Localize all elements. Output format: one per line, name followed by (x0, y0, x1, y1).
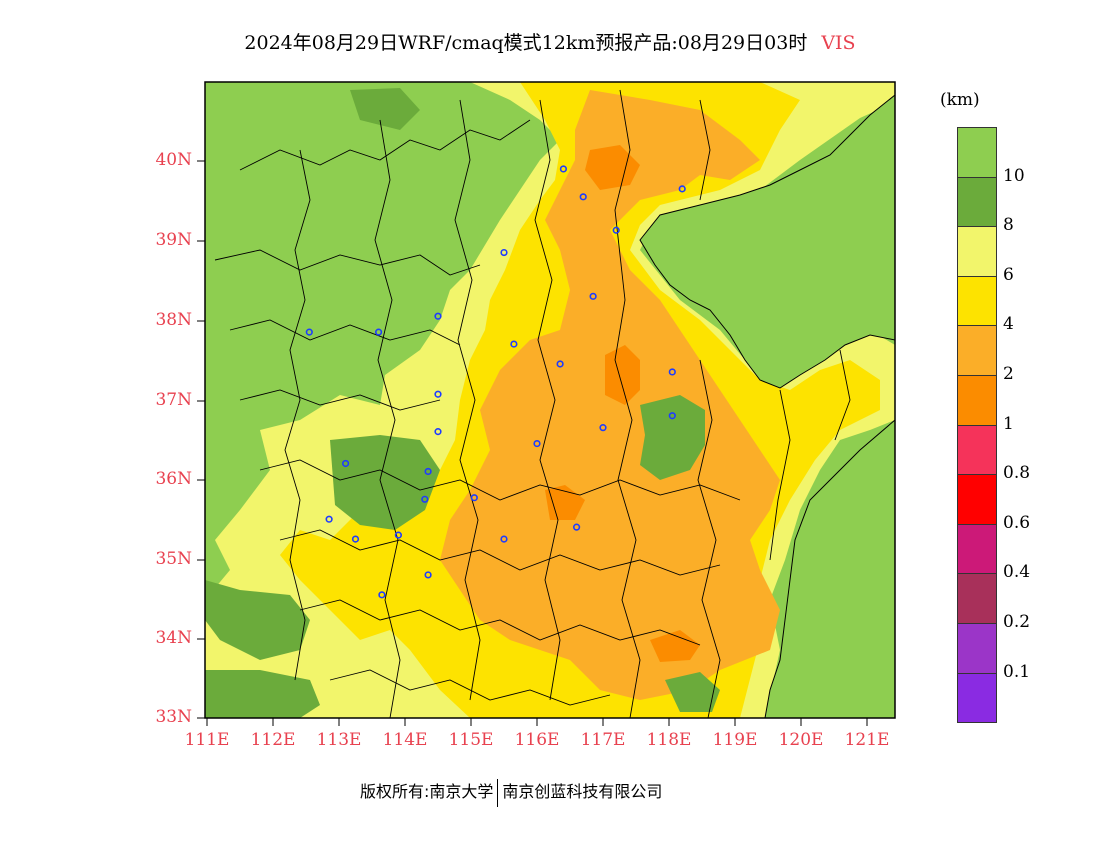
colorbar-swatch (957, 424, 997, 476)
colorbar-swatch (957, 275, 997, 327)
colorbar-swatch (957, 226, 997, 277)
station-marker (668, 412, 676, 420)
station-marker (500, 248, 508, 257)
title-variable: VIS (821, 32, 856, 54)
footer-divider (497, 778, 499, 807)
colorbar-label: 2 (1003, 364, 1014, 384)
colorbar-swatch (957, 127, 997, 178)
colorbar-label: 0.1 (1003, 661, 1031, 682)
station-marker (421, 495, 429, 503)
colorbar-label: 10 (1003, 165, 1025, 186)
title-text: 2024年08月29日WRF/cmaq模式12km预报产品:08月29日03时 (244, 32, 808, 54)
field-8-10-d (330, 435, 440, 530)
field-8-10-e (665, 672, 720, 712)
city-stations (305, 165, 686, 599)
station-marker (394, 531, 403, 539)
lon-label-119E: 119E (712, 730, 758, 750)
lat-label-38N: 38N (155, 310, 192, 330)
lon-label-114E: 114E (382, 730, 428, 750)
colorbar-label: 8 (1003, 215, 1014, 236)
colorbar-label: 1 (1003, 413, 1014, 434)
colorbar-label: 0.8 (1003, 463, 1031, 484)
colorbar-swatch (957, 325, 997, 376)
lat-label-40N: 40N (155, 150, 192, 170)
lat-label-39N: 39N (155, 230, 192, 250)
copyright-right: 南京创蓝科技有限公司 (502, 782, 663, 801)
lon-label-113E: 113E (316, 730, 362, 750)
field-1-2-d (585, 145, 640, 190)
colorbar-swatch (957, 623, 997, 674)
lat-label-36N: 36N (155, 469, 192, 489)
station-marker (351, 535, 360, 543)
colorbar-swatch (957, 176, 997, 228)
colorbar-label: 0.2 (1003, 612, 1031, 632)
station-marker (424, 571, 432, 579)
field-8-10-c (205, 670, 320, 718)
station-marker (378, 591, 386, 599)
station-marker (599, 424, 607, 432)
lon-label-118E: 118E (646, 730, 692, 750)
station-marker (612, 226, 620, 234)
lon-label-111E: 111E (184, 730, 230, 750)
station-marker (434, 390, 442, 398)
colorbar-swatch (957, 523, 997, 575)
station-marker (325, 515, 333, 523)
lat-label-35N: 35N (155, 549, 192, 569)
colorbar-label: 0.6 (1003, 512, 1031, 533)
colorbar-label: 0.4 (1003, 562, 1031, 583)
admin-boundaries (214, 89, 851, 718)
station-marker (500, 535, 508, 543)
station-marker (556, 360, 564, 368)
lat-label-37N: 37N (155, 390, 192, 410)
field-8-10-b (205, 580, 310, 660)
colorbar-swatch (957, 672, 997, 724)
station-marker (510, 340, 518, 348)
station-marker (342, 459, 350, 468)
lon-label-112E: 112E (250, 730, 296, 750)
station-marker (579, 193, 587, 201)
station-marker (470, 494, 478, 502)
sea-yellow (764, 419, 895, 718)
colorbar-swatch (957, 573, 997, 624)
colorbar-unit: (km) (940, 90, 980, 110)
chart-title: 2024年08月29日WRF/cmaq模式12km预报产品:08月29日03时 V… (0, 28, 1100, 55)
copyright-footer: 版权所有:南京大学 南京创蓝科技有限公司 (360, 778, 662, 807)
lon-label-116E: 116E (514, 730, 560, 750)
station-marker (305, 328, 313, 336)
field-1-2-a (605, 345, 640, 405)
map-field (205, 82, 895, 718)
lon-label-117E: 117E (580, 730, 626, 750)
station-marker (424, 467, 432, 476)
station-marker (375, 328, 383, 336)
colorbar-swatch (957, 375, 997, 426)
colorbar-label: 4 (1003, 314, 1014, 335)
station-marker (572, 523, 581, 531)
station-marker (668, 368, 676, 376)
lat-label-34N: 34N (155, 628, 192, 648)
field-1-2-c (650, 630, 700, 662)
lon-label-121E: 121E (844, 730, 890, 750)
lon-label-115E: 115E (448, 730, 494, 750)
station-marker (589, 292, 597, 300)
colorbar-swatch (957, 474, 997, 525)
station-marker (434, 312, 442, 320)
station-marker (533, 439, 541, 448)
station-marker (559, 165, 568, 173)
station-marker (678, 185, 686, 193)
axis-ticks (197, 160, 868, 726)
colorbar-label: 6 (1003, 264, 1014, 285)
lon-label-120E: 120E (778, 730, 824, 750)
copyright-left: 版权所有:南京大学 (360, 782, 494, 801)
field-8-10-a (640, 395, 705, 480)
sea-bohai (639, 94, 895, 389)
lat-label-33N: 33N (155, 707, 192, 727)
map-frame (204, 81, 896, 719)
field-8-10-f (350, 88, 420, 130)
station-marker (434, 428, 442, 436)
